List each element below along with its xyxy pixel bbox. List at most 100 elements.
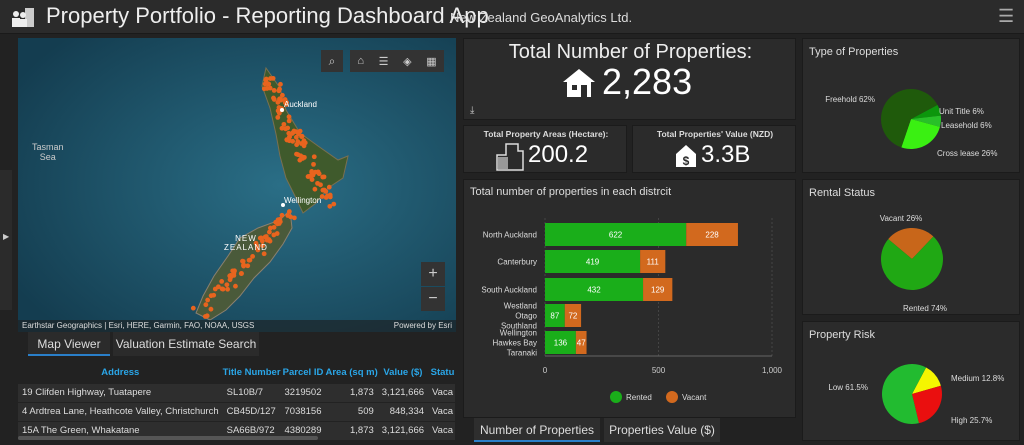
- tab-map-viewer[interactable]: Map Viewer: [28, 332, 110, 356]
- home-icon[interactable]: ⌂: [357, 55, 364, 67]
- property-point: [204, 313, 210, 319]
- category-label: South Auckland: [481, 286, 537, 295]
- column-header[interactable]: Value ($): [377, 363, 429, 383]
- legend-swatch: [666, 391, 678, 403]
- floor-plan-icon: [496, 143, 524, 171]
- property-point: [297, 128, 303, 134]
- property-point: [241, 262, 246, 268]
- table-cell: 3219502: [280, 382, 326, 402]
- property-point: [321, 187, 327, 193]
- bar-data-label: 72: [568, 312, 577, 321]
- table-cell: 4 Ardtrea Lane, Heathcote Valley, Christ…: [18, 401, 223, 421]
- property-point: [301, 138, 307, 144]
- zoom-in-button[interactable]: +: [421, 262, 445, 286]
- property-point: [294, 151, 299, 157]
- property-point: [331, 201, 337, 207]
- category-label: Southland: [501, 322, 537, 331]
- table-cell: 3,121,666: [377, 382, 429, 402]
- bar-vacant: [640, 250, 666, 273]
- tab-properties-value[interactable]: Properties Value ($): [604, 418, 720, 442]
- bar-vacant: [564, 304, 582, 327]
- value-card: Total Properties' Value (NZD) $ 3.3B: [632, 125, 796, 173]
- bar-data-label: 419: [586, 258, 600, 267]
- risk-panel: Property Risk Medium 12.8% High 25.7% Low …: [802, 321, 1020, 441]
- property-point: [286, 114, 292, 120]
- hamburger-icon[interactable]: ☰: [998, 6, 1015, 26]
- property-point: [279, 212, 285, 218]
- property-point: [247, 257, 253, 263]
- property-point: [238, 271, 244, 276]
- property-point: [253, 240, 259, 246]
- property-point: [231, 273, 237, 278]
- value-value: 3.3B: [701, 141, 751, 168]
- property-point: [271, 88, 277, 93]
- table-cell: Vaca: [428, 382, 455, 402]
- property-point: [301, 143, 307, 149]
- property-point: [320, 174, 326, 180]
- property-point: [291, 215, 297, 221]
- column-header[interactable]: Address: [18, 363, 223, 383]
- bar-vacant: [575, 331, 587, 354]
- pie-label: Cross lease 26%: [937, 149, 997, 158]
- map-label-wellington: Wellington: [284, 196, 322, 205]
- property-point: [264, 86, 270, 91]
- bar-vacant: [686, 223, 738, 246]
- pie-label: Medium 12.8%: [951, 374, 1004, 383]
- bar-vacant: [643, 278, 673, 301]
- district-chart-panel: Total number of properties in each distr…: [463, 179, 796, 418]
- property-point: [279, 92, 285, 98]
- x-tick-label: 1,000: [762, 366, 783, 375]
- pie-label: High 25.7%: [951, 416, 992, 425]
- column-header[interactable]: Title Number: [222, 363, 281, 383]
- property-point: [263, 77, 269, 83]
- table-row[interactable]: 19 Clifden Highway, Tuatapere SL10B/7 3219…: [18, 382, 455, 402]
- category-label: Canterbury: [497, 258, 537, 267]
- property-point: [299, 134, 304, 140]
- pie-label: Freehold 62%: [825, 95, 875, 104]
- organization-name: New Zealand GeoAnalytics Ltd.: [450, 10, 633, 25]
- property-table: Address Title Number Parcel ID Area (sq m) V…: [18, 363, 455, 441]
- people-building-icon: [12, 8, 34, 27]
- district-bar-chart: 0 500 1,000 North Auckland 622 228 Canterbury 4…: [481, 218, 783, 403]
- search-icon[interactable]: ⌕: [321, 50, 343, 72]
- property-point: [250, 254, 256, 259]
- property-point: [271, 224, 277, 230]
- powered-by-esri[interactable]: Powered by Esri: [393, 321, 452, 330]
- bar-data-label: 228: [705, 231, 719, 240]
- property-point: [227, 277, 233, 283]
- tab-valuation-estimate-search[interactable]: Valuation Estimate Search: [113, 332, 259, 356]
- side-panel-toggle[interactable]: ▶: [0, 170, 12, 310]
- property-point: [282, 97, 288, 102]
- table-row[interactable]: 4 Ardtrea Lane, Heathcote Valley, Christ…: [18, 401, 455, 421]
- download-icon[interactable]: ⤓: [470, 105, 475, 116]
- property-point: [208, 306, 214, 312]
- pie-slice: [881, 89, 938, 148]
- pie-slice: [911, 115, 941, 127]
- table-cell: 509: [325, 401, 378, 421]
- zoom-out-button[interactable]: −: [421, 287, 445, 311]
- tab-number-of-properties[interactable]: Number of Properties: [474, 418, 600, 442]
- property-point: [271, 95, 276, 101]
- table-cell: Vaca: [428, 420, 455, 440]
- property-point: [219, 286, 225, 292]
- property-point: [275, 115, 281, 120]
- category-label: Wellington: [500, 329, 537, 338]
- list-icon[interactable]: ☰: [378, 55, 389, 68]
- basemap-gallery-icon[interactable]: ▦: [426, 55, 437, 68]
- column-header[interactable]: Parcel ID: [280, 363, 326, 383]
- map-view[interactable]: Tasman Sea Auckland Wellington NEW ZEALA…: [18, 38, 456, 332]
- layers-icon[interactable]: ◈: [403, 55, 412, 68]
- property-point: [307, 173, 312, 179]
- table-cell: SL10B/7: [222, 382, 281, 402]
- area-title: Total Property Areas (Hectare):: [483, 129, 609, 139]
- column-header[interactable]: Area (sq m): [325, 363, 378, 383]
- horizontal-scrollbar[interactable]: [18, 436, 318, 440]
- table-row[interactable]: 15A The Green, Whakatane SA66B/972 4380289…: [18, 420, 455, 440]
- bar-data-label: 622: [609, 231, 623, 240]
- property-point: [211, 292, 217, 298]
- bar-data-label: 47: [577, 339, 586, 348]
- pie-slice: [911, 104, 941, 119]
- property-point: [288, 214, 293, 220]
- column-header[interactable]: Statu: [428, 363, 455, 383]
- property-point: [278, 81, 283, 87]
